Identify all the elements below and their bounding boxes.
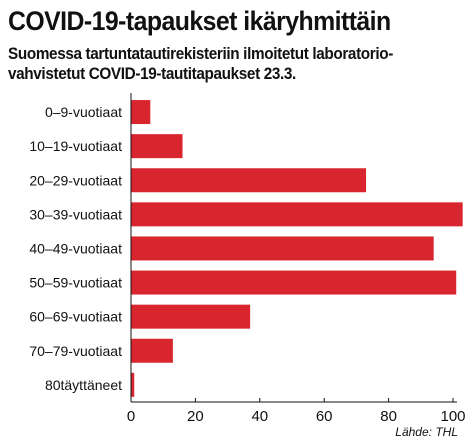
category-label: 0–9-vuotiaat [45,104,122,120]
x-tick-label: 40 [251,408,268,425]
source-note: Lähde: THL [395,425,458,439]
x-tick-label: 20 [187,408,204,425]
category-label: 10–19-vuotiaat [29,138,122,154]
subtitle-line-2: vahvistetut COVID-19-tautitapaukset 23.3… [8,64,296,83]
category-label: 50–59-vuotiaat [29,275,122,291]
chart-title: COVID-19-tapaukset ikäryhmittäin [8,6,391,36]
category-label: 40–49-vuotiaat [29,240,122,256]
x-tick-label: 80 [380,408,397,425]
bar [131,134,183,159]
bar [131,338,173,363]
category-labels: 0–9-vuotiaat 10–19-vuotiaat 20–29-vuotiaat… [29,104,122,393]
bars [131,100,463,397]
bar [131,168,367,193]
bar [131,270,457,295]
category-label: 30–39-vuotiaat [29,206,122,222]
chart-subtitle: Suomessa tartuntatautirekisteriin ilmoit… [8,44,431,84]
category-label: 80täyttäneet [45,377,122,393]
x-axis-ticks: 0 20 40 60 80 100 [127,398,466,425]
x-tick-label: 60 [316,408,333,425]
subtitle-line-1: Suomessa tartuntatautirekisteriin ilmoit… [8,44,394,63]
category-label: 20–29-vuotiaat [29,172,122,188]
category-label: 60–69-vuotiaat [29,309,122,325]
x-tick-label: 100 [440,408,465,425]
category-label: 70–79-vuotiaat [29,343,122,359]
bar [131,202,463,227]
bar [131,236,434,261]
bar [131,304,251,329]
x-tick-label: 0 [127,408,135,425]
bar [131,100,151,125]
bar [131,372,135,397]
